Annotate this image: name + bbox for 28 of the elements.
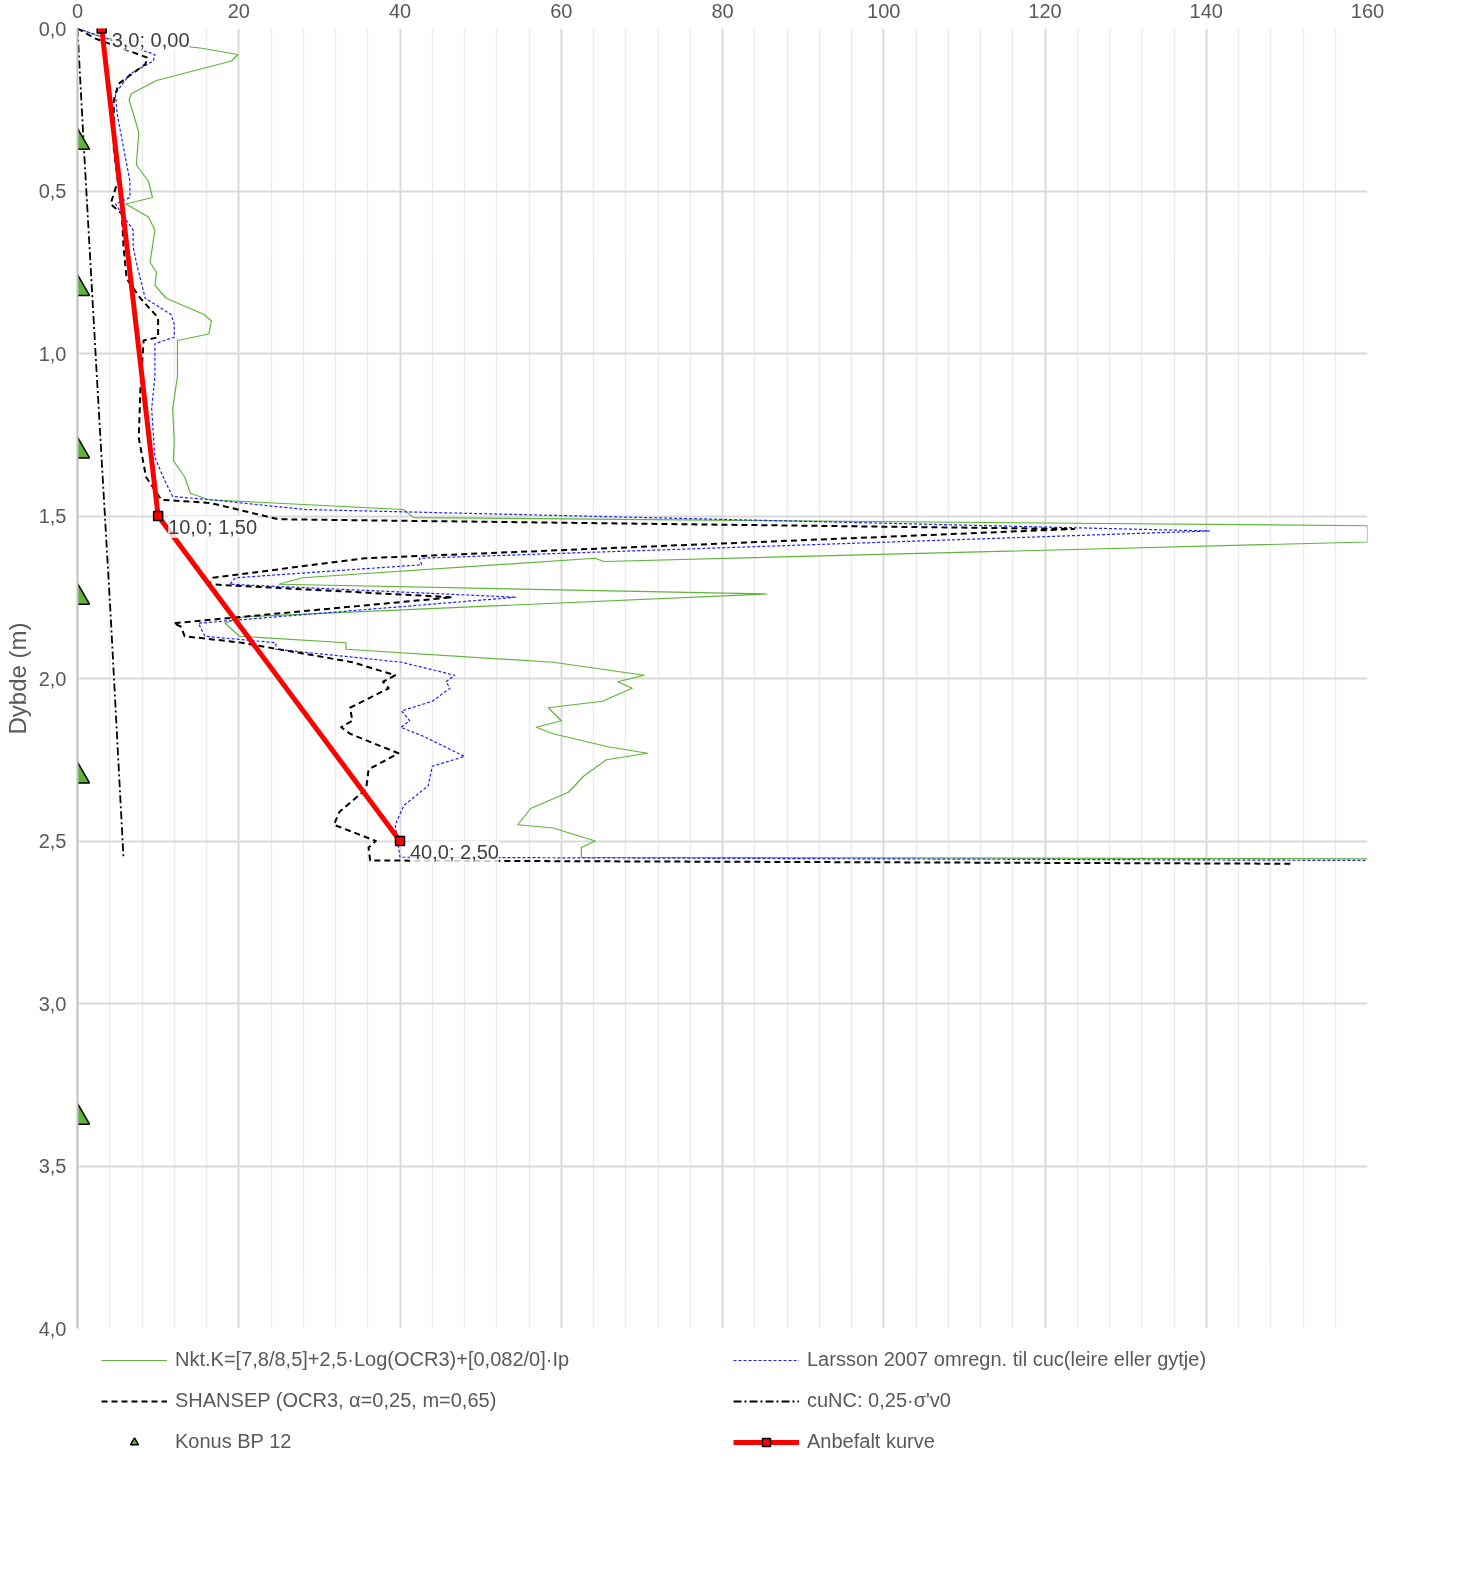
data-label: 40,0; 2,50	[410, 841, 499, 863]
x-tick-label: 20	[227, 0, 250, 22]
x-tick-label: 100	[867, 0, 901, 22]
y-tick-label: 3,0	[38, 992, 67, 1015]
x-tick-label: 60	[550, 0, 573, 22]
legend-label: cuNC: 0,25·σ'v0	[807, 1389, 952, 1412]
y-tick-label: 2,5	[38, 830, 67, 852]
y-tick-label: 3,5	[38, 1155, 67, 1177]
legend-label: Anbefalt kurve	[807, 1430, 936, 1453]
y-tick-label: 4,0	[38, 1317, 67, 1340]
legend-label: SHANSEP (OCR3, α=0,25, m=0,65)	[175, 1389, 498, 1412]
x-tick-label: 40	[388, 0, 412, 22]
legend-label: Nkt.K=[7,8/8,5]+2,5·Log(OCR3)+[0,082/0]·Ip	[175, 1348, 571, 1371]
x-tick-label: 0	[71, 0, 84, 22]
y-axis-title: Dybde (m)	[3, 622, 31, 735]
x-tick-label: 140	[1189, 0, 1223, 22]
y-tick-label: 1,5	[38, 505, 67, 527]
legend-label: Konus BP 12	[175, 1430, 293, 1453]
y-tick-label: 0,0	[38, 17, 67, 40]
data-label: 10,0; 1,50	[168, 516, 258, 538]
x-tick-label: 80	[711, 0, 734, 22]
y-tick-label: 0,5	[38, 180, 67, 202]
x-tick-label: 160	[1350, 0, 1385, 22]
y-tick-label: 2,0	[38, 667, 67, 690]
legend-label: Larsson 2007 omregn. til cuc(leire eller gytje)	[807, 1348, 1208, 1371]
y-tick-label: 1,0	[38, 342, 67, 365]
data-label: 3,0; 0,00	[111, 28, 190, 51]
x-tick-label: 120	[1028, 0, 1062, 22]
